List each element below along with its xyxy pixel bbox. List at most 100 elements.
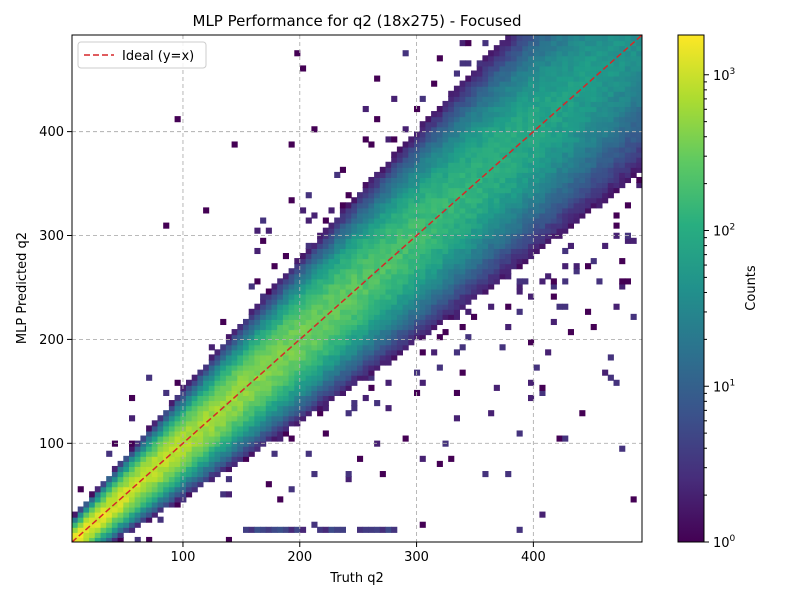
heatmap-cell [379, 308, 386, 315]
heatmap-cell [436, 222, 443, 229]
heatmap-cell [357, 349, 364, 356]
heatmap-cell [237, 435, 244, 442]
heatmap-cell [482, 105, 489, 113]
heatmap-cell [260, 303, 267, 310]
heatmap-cell [214, 455, 221, 462]
heatmap-cell [385, 197, 392, 204]
heatmap-cell [214, 354, 221, 361]
heatmap-cell [493, 237, 500, 244]
heatmap-cell [311, 263, 318, 270]
heatmap-cell [602, 35, 609, 42]
heatmap-cell [482, 471, 489, 478]
heatmap-cell [294, 359, 301, 366]
heatmap-cell [345, 339, 352, 346]
heatmap-cell [442, 176, 449, 184]
heatmap-cell [271, 450, 278, 457]
heatmap-cell [590, 202, 597, 209]
heatmap-cell [624, 105, 631, 113]
heatmap-cell [300, 298, 307, 305]
heatmap-cell [208, 450, 215, 457]
y-tick-label: 100 [39, 437, 64, 452]
heatmap-cell [431, 192, 438, 199]
heatmap-cell [528, 146, 535, 153]
heatmap-cell [414, 273, 421, 280]
heatmap-cell [431, 263, 438, 270]
heatmap-cell [488, 237, 495, 244]
heatmap-cell [505, 192, 512, 199]
heatmap-cell [271, 313, 278, 320]
heatmap-cell [305, 450, 312, 457]
heatmap-cell [243, 450, 250, 457]
heatmap-cell [619, 131, 626, 138]
heatmap-cell [277, 283, 284, 290]
heatmap-cell [436, 202, 443, 209]
heatmap-cell [539, 207, 546, 214]
heatmap-cell [351, 258, 358, 265]
heatmap-cell [288, 486, 295, 493]
heatmap-cell [94, 506, 101, 513]
heatmap-cell [630, 141, 637, 148]
heatmap-cell [396, 151, 403, 158]
heatmap-cell [550, 222, 557, 229]
heatmap-cell [391, 136, 398, 143]
heatmap-cell [562, 111, 569, 118]
heatmap-cell [419, 141, 426, 148]
heatmap-cell [442, 202, 449, 209]
heatmap-cell [322, 369, 329, 376]
heatmap-cell [482, 166, 489, 173]
heatmap-cell [562, 207, 569, 214]
heatmap-cell [562, 217, 569, 224]
heatmap-cell [493, 45, 500, 52]
heatmap-cell [573, 85, 580, 92]
heatmap-cell [220, 415, 227, 422]
heatmap-cell [579, 136, 586, 143]
heatmap-cell [613, 65, 620, 72]
heatmap-cell [396, 237, 403, 244]
heatmap-cell [453, 253, 460, 260]
heatmap-cell [117, 516, 124, 523]
heatmap-cell [328, 258, 335, 265]
heatmap-cell [374, 313, 381, 320]
heatmap-cell [220, 394, 227, 402]
heatmap-cell [573, 171, 580, 178]
heatmap-cell [505, 136, 512, 143]
heatmap-cell [225, 415, 232, 422]
heatmap-cell [345, 359, 352, 366]
heatmap-cell [368, 323, 375, 331]
heatmap-cell [465, 171, 472, 178]
heatmap-cell [391, 308, 398, 315]
heatmap-cell [379, 288, 386, 295]
heatmap-cell [254, 359, 261, 366]
heatmap-cell [505, 116, 512, 123]
heatmap-cell [94, 491, 101, 498]
heatmap-cell [453, 187, 460, 194]
heatmap-cell [585, 111, 592, 118]
heatmap-cell [186, 465, 193, 473]
heatmap-cell [556, 121, 563, 128]
heatmap-cell [157, 425, 164, 432]
heatmap-cell [362, 394, 369, 402]
heatmap-cell [505, 263, 512, 270]
heatmap-cell [425, 227, 432, 234]
heatmap-cell [254, 303, 261, 310]
heatmap-cell [436, 146, 443, 153]
heatmap-cell [505, 111, 512, 118]
heatmap-cell [533, 45, 540, 52]
heatmap-cell [305, 405, 312, 412]
heatmap-cell [522, 161, 529, 168]
heatmap-cell [482, 268, 489, 275]
heatmap-cell [151, 496, 158, 503]
heatmap-cell [117, 506, 124, 513]
heatmap-cell [345, 334, 352, 341]
heatmap-cell [516, 161, 523, 168]
heatmap-cell [357, 334, 364, 341]
heatmap-cell [573, 105, 580, 113]
heatmap-cell [499, 258, 506, 265]
heatmap-cell [556, 197, 563, 204]
heatmap-cell [408, 293, 415, 300]
heatmap-cell [288, 273, 295, 280]
heatmap-cell [106, 536, 113, 542]
heatmap-cell [613, 156, 620, 163]
heatmap-cell [636, 85, 642, 92]
heatmap-cell [368, 232, 375, 239]
